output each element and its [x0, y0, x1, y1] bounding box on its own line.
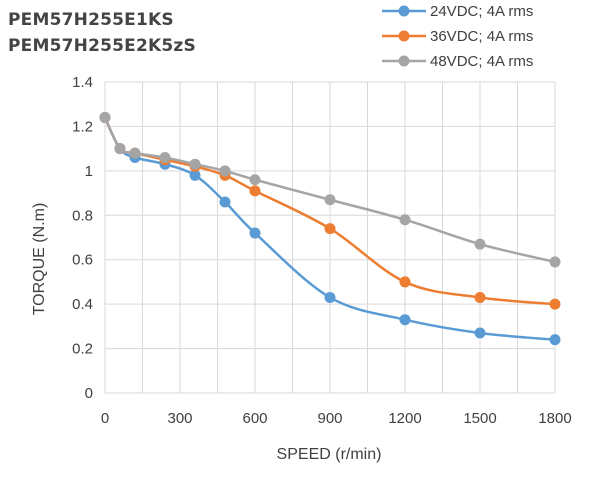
- chart-title-line-1: PEM57H255E1KS: [8, 10, 174, 30]
- legend: 24VDC; 4A rms 36VDC; 4A rms 48VDC; 4A rms: [382, 3, 533, 70]
- y-tick-label: 0.6: [72, 252, 93, 269]
- chart-title-line-2: PEM57H255E2K5zS: [8, 36, 196, 56]
- series: [99, 112, 561, 346]
- y-tick-label: 0: [85, 385, 93, 402]
- legend-marker-1: [398, 5, 410, 17]
- x-axis-title: SPEED (r/min): [277, 446, 382, 463]
- x-tick-labels: 0 300 600 900 1200 1500 1800: [101, 410, 572, 427]
- series-1-point: [219, 196, 231, 208]
- x-tick-label: 0: [101, 410, 109, 427]
- series-1-point: [324, 291, 336, 303]
- y-axis-title: TORQUE (N.m): [31, 203, 48, 316]
- series-3-point: [189, 158, 201, 170]
- y-tick-label: 1.2: [72, 118, 93, 135]
- y-tick-labels: 0 0.2 0.4 0.6 0.8 1 1.2 1.4: [72, 74, 93, 402]
- series-3-point: [114, 143, 126, 155]
- series-1-point: [249, 227, 261, 239]
- series-3-point: [129, 147, 141, 159]
- x-tick-label: 1500: [463, 410, 496, 427]
- legend-label-2: 36VDC; 4A rms: [430, 28, 533, 45]
- series-3-point: [249, 174, 261, 186]
- legend-marker-3: [398, 55, 410, 67]
- series-3-point: [99, 112, 111, 124]
- series-2-point: [324, 223, 336, 235]
- series-1-point: [474, 327, 486, 339]
- x-tick-label: 1800: [538, 410, 571, 427]
- grid: [104, 81, 556, 394]
- x-tick-label: 300: [167, 410, 192, 427]
- series-1-point: [549, 334, 561, 346]
- series-2-point: [249, 185, 261, 197]
- series-3-point: [159, 152, 171, 164]
- series-3-point: [399, 214, 411, 226]
- y-tick-label: 0.4: [72, 296, 93, 313]
- series-2-point: [474, 291, 486, 303]
- legend-marker-2: [398, 30, 410, 42]
- y-tick-label: 1: [85, 163, 93, 180]
- x-tick-label: 900: [317, 410, 342, 427]
- x-tick-label: 1200: [388, 410, 421, 427]
- legend-label-3: 48VDC; 4A rms: [430, 53, 533, 70]
- series-3-point: [219, 165, 231, 177]
- series-1-point: [399, 314, 411, 326]
- y-tick-label: 1.4: [72, 74, 93, 91]
- series-2-point: [549, 298, 561, 310]
- series-3-point: [474, 238, 486, 250]
- series-1-point: [189, 169, 201, 181]
- series-3-point: [324, 194, 336, 206]
- series-3-point: [549, 256, 561, 268]
- series-2-point: [399, 276, 411, 288]
- y-tick-label: 0.8: [72, 207, 93, 224]
- x-tick-label: 600: [242, 410, 267, 427]
- y-tick-label: 0.2: [72, 341, 93, 358]
- legend-label-1: 24VDC; 4A rms: [430, 3, 533, 20]
